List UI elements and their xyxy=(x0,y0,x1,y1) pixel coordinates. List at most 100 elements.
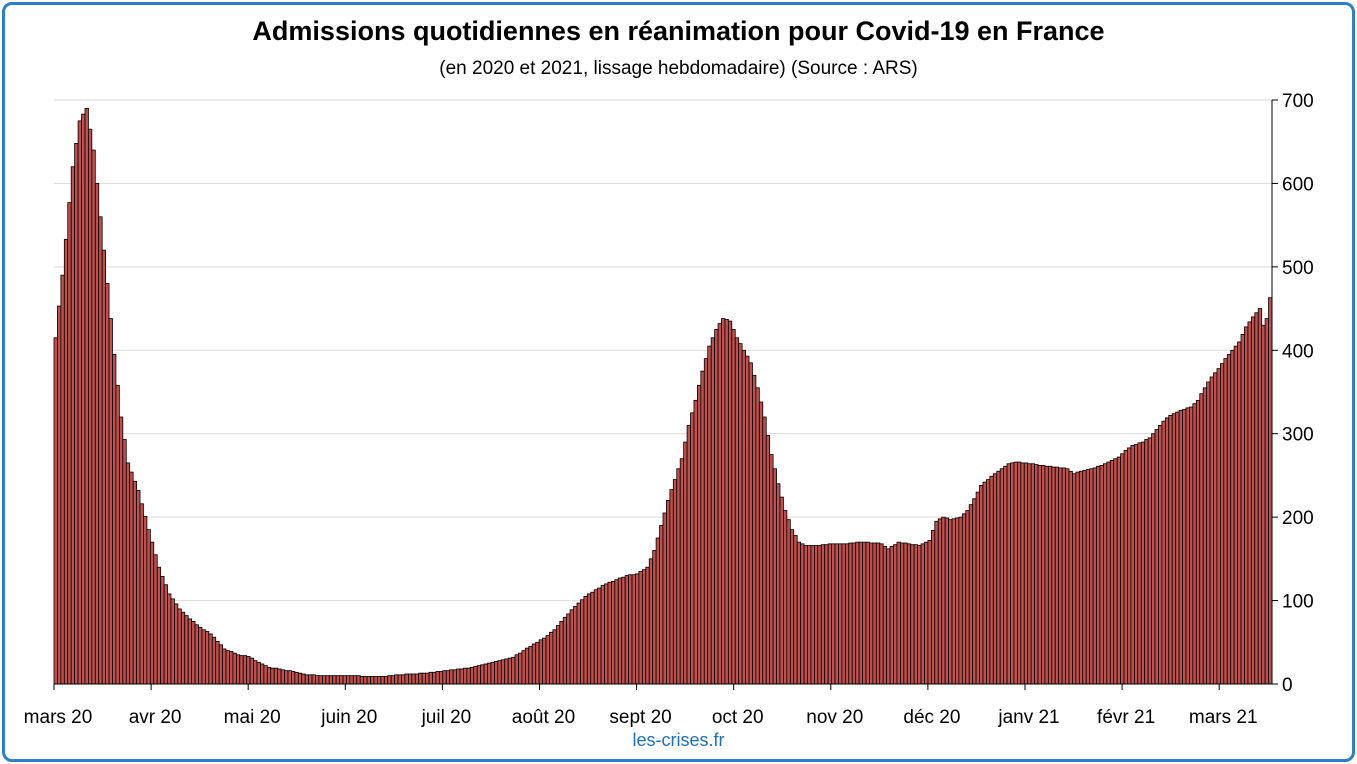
bar xyxy=(693,399,698,685)
axes xyxy=(53,99,1278,690)
bar xyxy=(545,635,550,685)
bar xyxy=(1250,316,1256,685)
bar xyxy=(504,658,509,685)
bar xyxy=(817,545,822,685)
bar xyxy=(463,667,468,685)
bar xyxy=(831,543,836,685)
bar xyxy=(1078,470,1084,685)
x-tick-label: juin 20 xyxy=(320,707,377,728)
bar xyxy=(820,544,826,685)
bar xyxy=(1140,441,1146,685)
bar xyxy=(721,318,726,685)
bar xyxy=(1219,363,1225,685)
bar xyxy=(604,583,609,685)
bar xyxy=(1189,406,1194,685)
bar xyxy=(1268,297,1273,685)
x-tick-label: déc 20 xyxy=(903,707,960,728)
bar xyxy=(927,540,932,685)
bar xyxy=(786,519,791,685)
bar xyxy=(1261,324,1266,685)
bar xyxy=(635,573,640,685)
bar xyxy=(204,631,210,685)
bar xyxy=(999,468,1005,685)
bar xyxy=(94,183,100,685)
bar xyxy=(383,676,389,685)
bar xyxy=(841,543,846,685)
bar xyxy=(63,238,69,685)
bar xyxy=(528,646,533,685)
bar xyxy=(352,675,358,685)
bar xyxy=(1130,444,1135,685)
bar xyxy=(380,676,385,685)
bar xyxy=(855,541,860,685)
bar xyxy=(1013,461,1018,685)
bar xyxy=(242,655,248,685)
bar xyxy=(848,542,853,685)
bar xyxy=(1099,465,1104,685)
bar xyxy=(521,650,526,685)
bar xyxy=(1103,463,1108,685)
x-tick-label: sept 20 xyxy=(609,707,671,728)
bar xyxy=(683,441,688,685)
bar xyxy=(356,675,361,685)
bar xyxy=(793,535,798,685)
bar xyxy=(669,489,674,685)
bar xyxy=(1192,403,1197,685)
bar xyxy=(734,337,740,685)
x-tick-label: mars 20 xyxy=(24,707,93,728)
bar xyxy=(229,651,234,685)
bar xyxy=(875,542,881,685)
bar xyxy=(1226,354,1232,685)
bar xyxy=(456,668,461,685)
bar xyxy=(893,544,898,685)
bar xyxy=(834,543,839,685)
bar xyxy=(387,675,392,685)
bar xyxy=(858,541,863,685)
bar xyxy=(156,566,162,685)
bar xyxy=(641,569,647,685)
bar xyxy=(851,542,857,685)
bar xyxy=(1106,461,1111,685)
bar xyxy=(370,676,375,685)
y-tick-label: 700 xyxy=(1282,91,1314,112)
bar xyxy=(232,652,237,685)
bar xyxy=(566,613,571,685)
bar xyxy=(163,584,168,685)
bar xyxy=(284,670,289,685)
bar xyxy=(211,636,217,685)
bar xyxy=(349,675,354,685)
bar xyxy=(167,593,172,685)
bar xyxy=(377,676,382,685)
bar xyxy=(291,671,296,685)
bar xyxy=(297,672,303,685)
bar xyxy=(146,529,151,685)
bar xyxy=(469,666,475,685)
bar xyxy=(335,675,340,685)
bar xyxy=(624,575,629,685)
bar xyxy=(125,462,131,685)
bar xyxy=(1072,473,1077,685)
bar xyxy=(844,543,850,685)
bar xyxy=(191,621,196,685)
bar xyxy=(906,543,912,685)
bar xyxy=(655,537,660,685)
bar xyxy=(483,663,488,685)
bar xyxy=(407,673,413,685)
bar xyxy=(1054,466,1060,685)
bar xyxy=(418,672,423,685)
bar xyxy=(741,349,746,685)
bar xyxy=(614,579,619,685)
bar xyxy=(882,545,888,685)
bar xyxy=(679,458,685,685)
bar xyxy=(1034,464,1039,685)
x-tick-label: janv 21 xyxy=(997,707,1059,728)
bar xyxy=(1216,368,1221,685)
y-tick-label: 600 xyxy=(1282,174,1314,195)
bar xyxy=(1037,465,1042,685)
bar xyxy=(796,541,802,685)
bar xyxy=(807,545,812,685)
bar xyxy=(511,656,516,685)
bar xyxy=(745,355,750,685)
bar xyxy=(968,504,974,685)
bar xyxy=(77,120,82,685)
